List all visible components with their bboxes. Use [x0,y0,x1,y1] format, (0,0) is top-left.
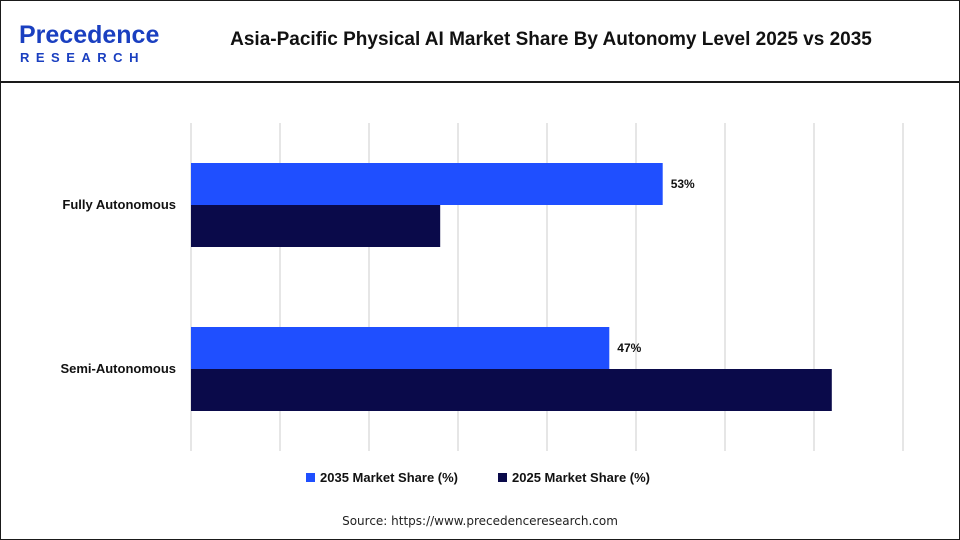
category-label: Fully Autonomous [62,197,176,212]
header: Precedence RESEARCH Asia-Pacific Physica… [1,1,959,83]
legend-swatch [498,473,507,482]
logo-secondary-text: RESEARCH [20,50,145,65]
data-label: 53% [671,177,695,191]
legend-label: 2035 Market Share (%) [320,470,458,485]
precedence-research-logo: Precedence RESEARCH [19,21,159,65]
logo-primary-text: Precedence [19,21,159,49]
category-label: Semi-Autonomous [60,361,176,376]
bar [191,327,610,369]
bar [191,163,663,205]
bar [191,205,441,247]
data-label: 47% [617,341,641,355]
bar [191,369,832,411]
chart-title: Asia-Pacific Physical AI Market Share By… [230,29,872,50]
legend-label: 2025 Market Share (%) [512,470,650,485]
bar-chart: Fully Autonomous 53% Semi-Autonomous 47% 203… [60,123,904,485]
source-note: Source: https://www.precedenceresearch.c… [342,514,618,528]
legend-swatch [306,473,315,482]
